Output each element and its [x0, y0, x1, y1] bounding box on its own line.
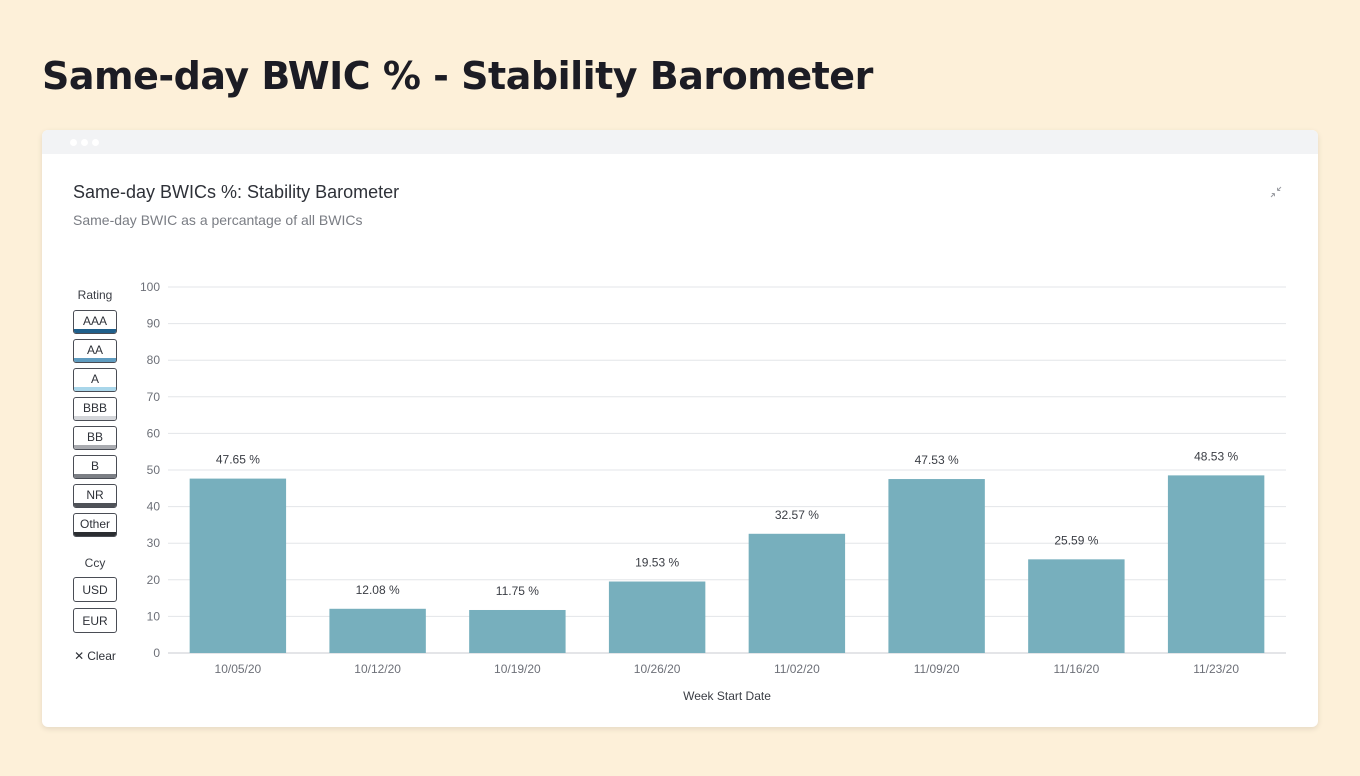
y-tick-label: 20 [147, 573, 161, 587]
bar [1028, 559, 1125, 653]
y-tick-label: 80 [147, 353, 161, 367]
page-title: Same-day BWIC % - Stability Barometer [42, 54, 873, 98]
rating-filter-list: AAA AA A BBB BB B NR Other [73, 310, 117, 542]
bar-data-label: 19.53 % [635, 556, 679, 570]
bar-data-label: 12.08 % [356, 583, 400, 597]
bar-data-label: 47.65 % [216, 453, 260, 467]
bar [469, 609, 566, 653]
rating-chip-a[interactable]: A [73, 368, 117, 392]
card-subtitle: Same-day BWIC as a percantage of all BWI… [73, 212, 363, 228]
y-tick-label: 50 [147, 463, 161, 477]
bar [608, 581, 706, 653]
x-axis-title: Week Start Date [683, 689, 771, 703]
rating-color-swatch [74, 532, 116, 536]
chart-window: Same-day BWICs %: Stability Barometer Sa… [42, 130, 1318, 727]
rating-color-swatch [74, 503, 116, 507]
bar-data-label: 11.75 % [496, 584, 539, 598]
x-tick-label: 11/23/20 [1193, 662, 1239, 676]
x-tick-label: 10/12/20 [354, 662, 401, 676]
rating-chip-label: AAA [82, 313, 107, 328]
close-icon: ✕ [74, 649, 85, 663]
bar [189, 478, 287, 653]
rating-chip-bb[interactable]: BB [73, 426, 117, 450]
rating-chip-aaa[interactable]: AAA [73, 310, 117, 334]
bar-data-label: 25.59 % [1054, 533, 1098, 547]
x-tick-label: 11/09/20 [914, 662, 960, 676]
bar-data-label: 48.53 % [1194, 449, 1238, 463]
y-tick-label: 70 [147, 390, 161, 404]
rating-chip-label: Other [79, 516, 110, 531]
rating-chip-label: AA [86, 342, 103, 357]
rating-color-swatch [74, 358, 116, 362]
ccy-filter-list: USD EUR [73, 577, 117, 639]
bar [329, 608, 426, 653]
rating-color-swatch [74, 416, 116, 420]
rating-chip-label: BBB [82, 400, 107, 415]
rating-chip-label: A [90, 371, 99, 386]
window-dot-icon [92, 138, 99, 146]
y-tick-label: 40 [147, 500, 161, 514]
ccy-filter-heading: Ccy [84, 556, 106, 570]
rating-color-swatch [74, 329, 116, 333]
card-title: Same-day BWICs %: Stability Barometer [73, 182, 400, 202]
collapse-icon[interactable] [1268, 184, 1284, 200]
clear-filters-button[interactable]: ✕ Clear [74, 649, 116, 663]
window-dot-icon [81, 138, 88, 146]
bar-data-label: 47.53 % [915, 453, 959, 467]
window-titlebar [42, 130, 1318, 154]
rating-filter-heading: Rating [77, 288, 113, 302]
bar [888, 479, 985, 653]
rating-chip-label: NR [86, 487, 104, 502]
ccy-chip-usd[interactable]: USD [73, 577, 117, 602]
x-tick-label: 10/19/20 [494, 662, 541, 676]
x-tick-label: 11/02/20 [774, 662, 820, 676]
y-tick-label: 60 [147, 426, 161, 440]
clear-label: Clear [87, 649, 116, 663]
y-tick-label: 0 [153, 646, 160, 660]
y-tick-label: 100 [140, 280, 160, 294]
rating-color-swatch [74, 445, 116, 449]
y-tick-label: 90 [147, 317, 161, 331]
bar-chart: 0 10 20 30 40 50 60 70 80 90 100 47.65 % 10/05/20 12.… [140, 280, 1286, 703]
rating-chip-b[interactable]: B [73, 455, 117, 479]
rating-chip-other[interactable]: Other [73, 513, 117, 537]
bar [1167, 475, 1265, 653]
rating-chip-label: B [90, 458, 99, 473]
window-dot-icon [70, 138, 77, 146]
rating-chip-aa[interactable]: AA [73, 339, 117, 363]
ccy-chip-eur[interactable]: EUR [73, 608, 117, 633]
x-tick-label: 10/05/20 [215, 662, 262, 676]
rating-chip-nr[interactable]: NR [73, 484, 117, 508]
x-tick-label: 10/26/20 [634, 662, 681, 676]
y-tick-label: 10 [147, 609, 161, 623]
x-tick-label: 11/16/20 [1053, 662, 1099, 676]
rating-color-swatch [74, 387, 116, 391]
rating-color-swatch [74, 474, 116, 478]
y-tick-label: 30 [147, 536, 161, 550]
rating-chip-label: BB [86, 429, 103, 444]
bar-data-label: 32.57 % [775, 508, 819, 522]
bar [748, 533, 846, 653]
rating-chip-bbb[interactable]: BBB [73, 397, 117, 421]
filter-panel: Rating AAA AA A BBB BB B NR Other Ccy USD EUR ✕ … [72, 288, 118, 663]
